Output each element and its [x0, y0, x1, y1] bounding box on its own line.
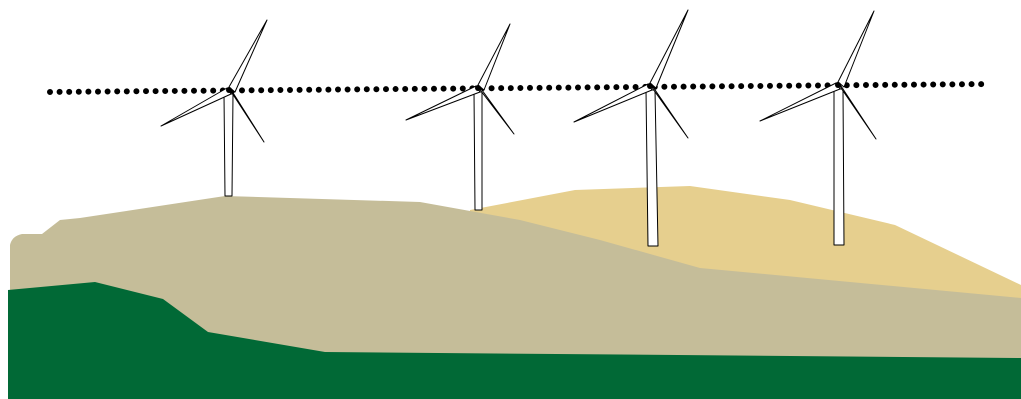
turbine-blade-up: [228, 19, 268, 93]
turbine-hub: [475, 85, 481, 91]
turbine-blade-right: [229, 87, 265, 143]
wind-turbine-3: [573, 9, 689, 247]
turbine-blade-right: [650, 83, 689, 139]
turbine-hub: [835, 82, 841, 88]
turbine-tower: [833, 88, 845, 246]
turbine-blade-left: [160, 87, 232, 127]
turbine-blade-left: [759, 82, 841, 122]
turbine-tower: [645, 89, 659, 247]
wind-turbine-2: [405, 23, 515, 211]
turbine-tower: [223, 93, 234, 197]
turbine-tower: [473, 91, 483, 211]
turbine-blade-right: [478, 85, 515, 135]
hub-height-dotted-line: [47, 81, 993, 95]
turbine-blade-right: [838, 82, 877, 140]
near-hill: [8, 282, 1021, 399]
turbine-blade-up: [649, 9, 689, 89]
middle-hill: [10, 196, 1021, 370]
wind-turbine-4: [759, 10, 877, 246]
wind-turbine-1: [160, 19, 268, 197]
turbine-blade-up: [477, 23, 511, 91]
turbine-blade-up: [837, 10, 875, 88]
turbine-hub: [647, 83, 653, 89]
turbine-hub: [226, 87, 232, 93]
